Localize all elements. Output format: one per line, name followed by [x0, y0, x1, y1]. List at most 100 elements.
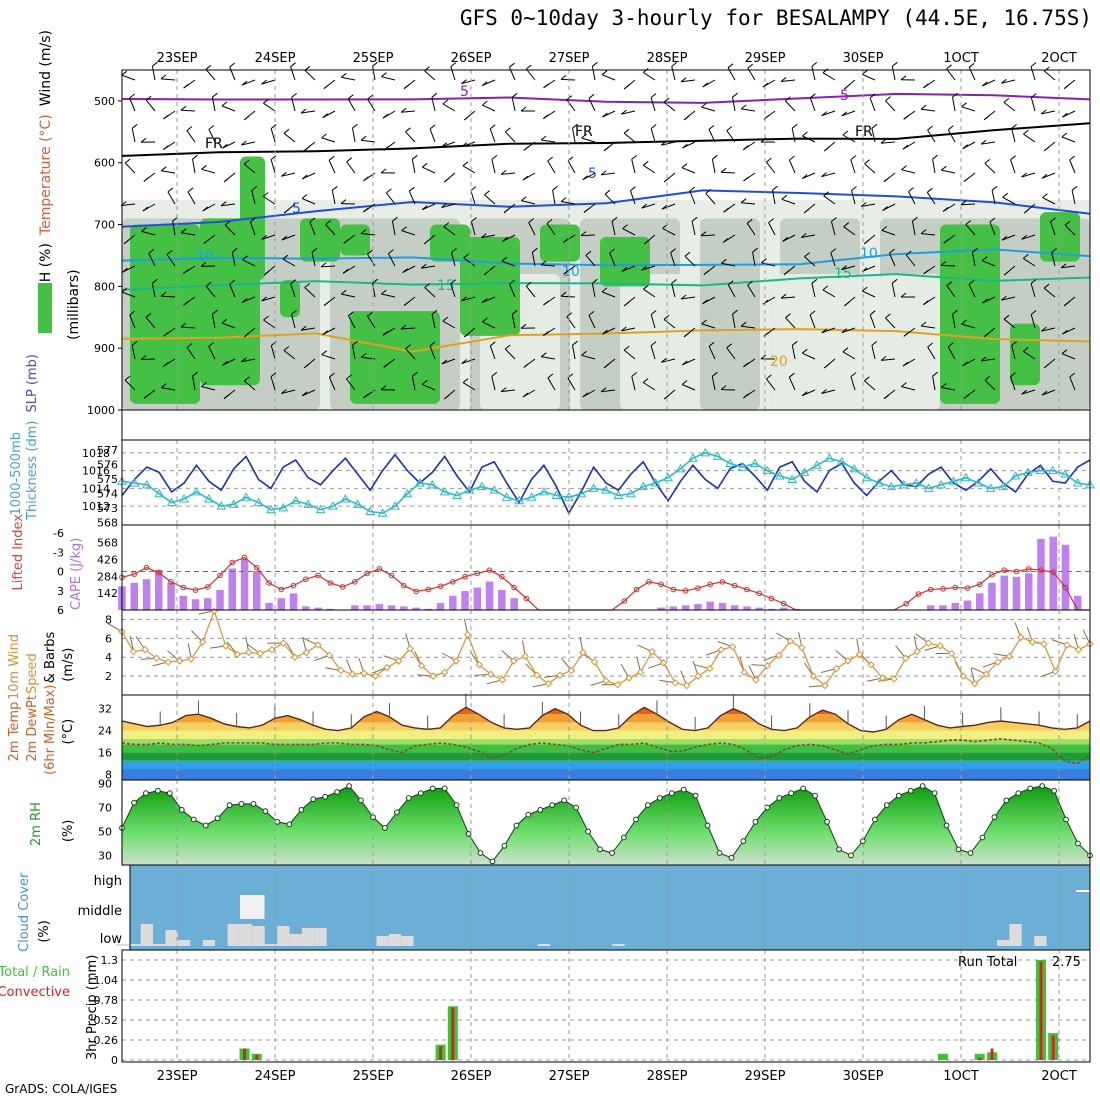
wind-barb — [291, 97, 296, 112]
contour-label: 10 — [562, 264, 580, 280]
wind-barb — [484, 194, 496, 205]
pressure-tick-label: 500 — [94, 95, 115, 108]
wind-barb-feather — [670, 248, 676, 254]
wind-barb-feather — [261, 79, 267, 85]
wind-barb — [701, 106, 716, 112]
wind-barb-feather — [221, 101, 228, 107]
wind-barb-feather — [291, 93, 297, 98]
wind-barb-feather — [380, 385, 387, 391]
wind-barb-feather — [682, 143, 688, 149]
thickness-marker — [129, 478, 140, 487]
low-cloud-bar — [997, 940, 1010, 946]
wind-barb — [982, 79, 996, 87]
cape-bar — [963, 600, 972, 610]
precip-convective-bar — [451, 1007, 455, 1060]
wind-barb — [768, 222, 776, 236]
cape-bar — [779, 607, 788, 610]
wind-barb-feather — [841, 265, 847, 271]
wind-barb-feather — [705, 189, 712, 194]
slp-tick-label: 1016 — [82, 465, 110, 478]
wind-barb-feather — [283, 128, 290, 134]
wind-barb-feather — [429, 341, 436, 347]
li-marker — [180, 584, 187, 591]
wind10m-marker — [648, 647, 656, 656]
wind-barb — [309, 221, 316, 236]
wind-barb-feather — [809, 93, 816, 99]
wind10m-marker — [636, 668, 645, 677]
wind-barb-feather — [940, 261, 947, 266]
wind-barb-feather — [244, 376, 250, 382]
cape-tick-label: 426 — [97, 554, 118, 567]
wind10m-marker — [291, 653, 299, 661]
wind-barb — [281, 389, 296, 394]
wind-barb-feather — [1030, 93, 1037, 98]
pressure-tick-label: 600 — [94, 157, 115, 170]
wind-barb-feather — [367, 249, 373, 255]
wind-barb-feather — [889, 248, 895, 254]
li-marker — [1001, 567, 1008, 574]
wind-barb-feather — [388, 249, 394, 254]
wind-barb — [431, 97, 436, 112]
wind-barb-feather — [781, 194, 788, 200]
wind-barb-feather — [1040, 109, 1047, 115]
wind-barb — [747, 284, 756, 298]
wind-barb-feather — [843, 222, 850, 228]
wind-barb-feather — [461, 296, 467, 302]
rh2m-marker — [633, 816, 639, 823]
wind-barb-feather — [346, 157, 353, 163]
wind-barb — [947, 129, 956, 143]
precip-convective-bar — [243, 1048, 246, 1060]
wind-barb-feather — [240, 357, 247, 363]
wind-barb — [708, 346, 716, 360]
wind10m-marker — [1074, 645, 1083, 654]
wind-barb — [663, 319, 676, 329]
rh2m-marker — [549, 802, 556, 808]
wind-barb — [263, 319, 276, 329]
wind-barb-feather — [301, 391, 308, 397]
cape-bar — [191, 599, 200, 610]
wind-barb — [241, 79, 256, 86]
wind-barb — [411, 376, 416, 391]
li-marker — [229, 559, 236, 566]
wind-barb-feather — [871, 123, 878, 129]
cape-bar — [755, 607, 763, 610]
thickness-marker — [501, 492, 512, 501]
wind-barb — [602, 110, 616, 118]
wind-barb — [372, 283, 376, 298]
wind-barb-feather — [142, 206, 149, 212]
wind-barb-feather — [152, 278, 158, 284]
wind-barb-feather — [691, 216, 698, 222]
low-cloud-bar — [177, 940, 191, 946]
cape-bar — [976, 593, 984, 610]
wind-barb — [726, 347, 736, 360]
li-marker — [1025, 566, 1032, 572]
wind-barb — [331, 190, 336, 205]
wind-barb — [869, 97, 876, 112]
wind-barb-feather — [680, 77, 687, 83]
wind-barb — [320, 265, 336, 268]
middle-cloud-bar — [240, 895, 265, 919]
wind-barb-feather — [560, 197, 567, 202]
wind-barb-feather — [281, 389, 287, 394]
contour-label: 20 — [770, 354, 788, 370]
wind-barb — [850, 159, 856, 174]
wind10m-barb — [895, 645, 906, 659]
thickness-marker — [700, 447, 711, 457]
cape-bar — [424, 608, 433, 610]
wind10m-barb — [246, 643, 261, 654]
wind-barb-feather — [864, 159, 870, 165]
cape-bar — [657, 607, 665, 610]
wind-barb — [172, 221, 176, 236]
wind-barb — [1071, 190, 1076, 205]
wind10m-marker — [498, 676, 506, 684]
wind-barb-feather — [841, 111, 848, 117]
wind-barb — [470, 190, 476, 205]
wind-barb — [261, 79, 276, 85]
temp-band — [122, 738, 1090, 745]
wind-barb-feather — [600, 170, 607, 176]
cloud-level-label: high — [94, 874, 122, 889]
wind-barb-feather — [450, 279, 457, 285]
wind-barb-feather — [1062, 112, 1068, 118]
wind-barb — [421, 383, 436, 391]
wind-barb-feather — [1021, 234, 1028, 240]
